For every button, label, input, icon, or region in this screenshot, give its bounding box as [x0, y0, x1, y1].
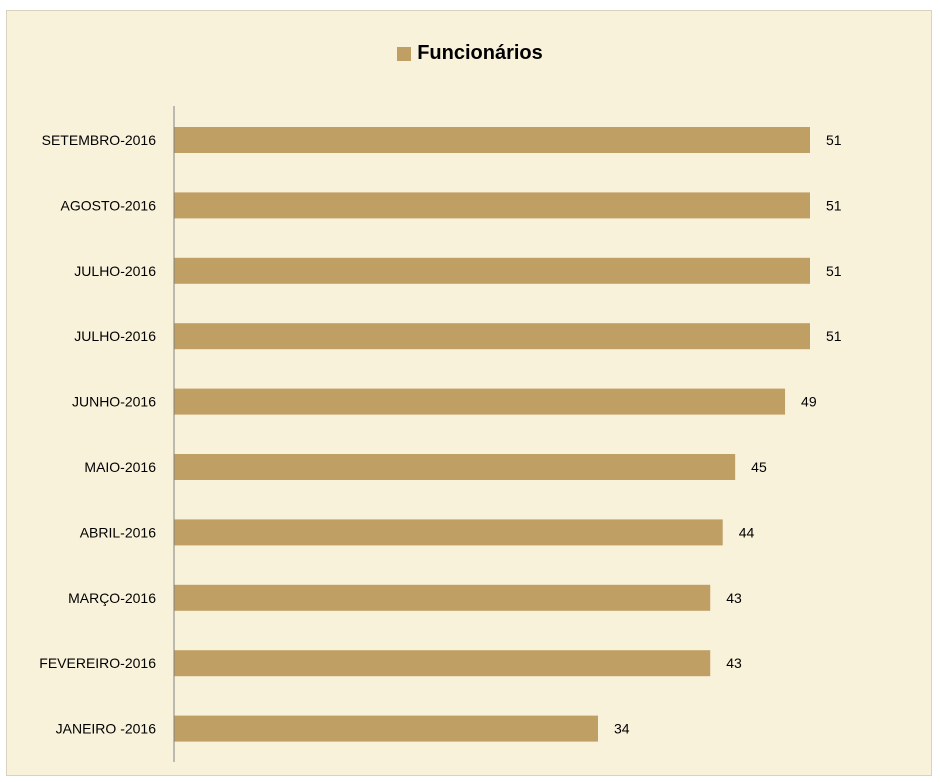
bar [174, 192, 810, 219]
bar-value-label: 51 [826, 263, 842, 279]
legend-swatch [397, 46, 412, 61]
bar-value-label: 43 [726, 655, 742, 671]
category-tick-label: JULHO-2016 [74, 263, 156, 279]
bar-value-label: 49 [801, 394, 817, 410]
category-tick-label: MARÇO-2016 [68, 590, 156, 606]
bar-value-label: 45 [751, 459, 767, 475]
category-tick-label: FEVEREIRO-2016 [39, 655, 156, 671]
bar [174, 584, 711, 611]
category-tick-label: AGOSTO-2016 [61, 197, 157, 213]
bar-value-label: 51 [826, 132, 842, 148]
labels-group: SETEMBRO-2016 51 AGOSTO-2016 51 JULHO-2016 51… [39, 132, 842, 737]
category-tick-label: SETEMBRO-2016 [42, 132, 157, 148]
category-tick-label: ABRIL-2016 [80, 524, 156, 540]
bar-value-label: 44 [739, 524, 755, 540]
bar-value-label: 43 [726, 590, 742, 606]
bar [174, 323, 810, 350]
bar-value-label: 34 [614, 721, 630, 737]
bar [174, 519, 723, 546]
legend-label: Funcionários [417, 42, 543, 64]
category-tick-label: JULHO-2016 [74, 328, 156, 344]
bar [174, 715, 598, 742]
bar [174, 257, 810, 284]
bar [174, 454, 736, 480]
legend: Funcionários [0, 42, 940, 65]
bar [174, 127, 810, 153]
bar-value-label: 51 [826, 328, 842, 344]
bar [174, 650, 711, 677]
category-tick-label: JUNHO-2016 [72, 394, 156, 410]
category-tick-label: MAIO-2016 [84, 459, 156, 475]
category-tick-label: JANEIRO -2016 [56, 721, 157, 737]
bar [174, 388, 786, 415]
bars-group [174, 127, 810, 742]
bar-value-label: 51 [826, 197, 842, 213]
